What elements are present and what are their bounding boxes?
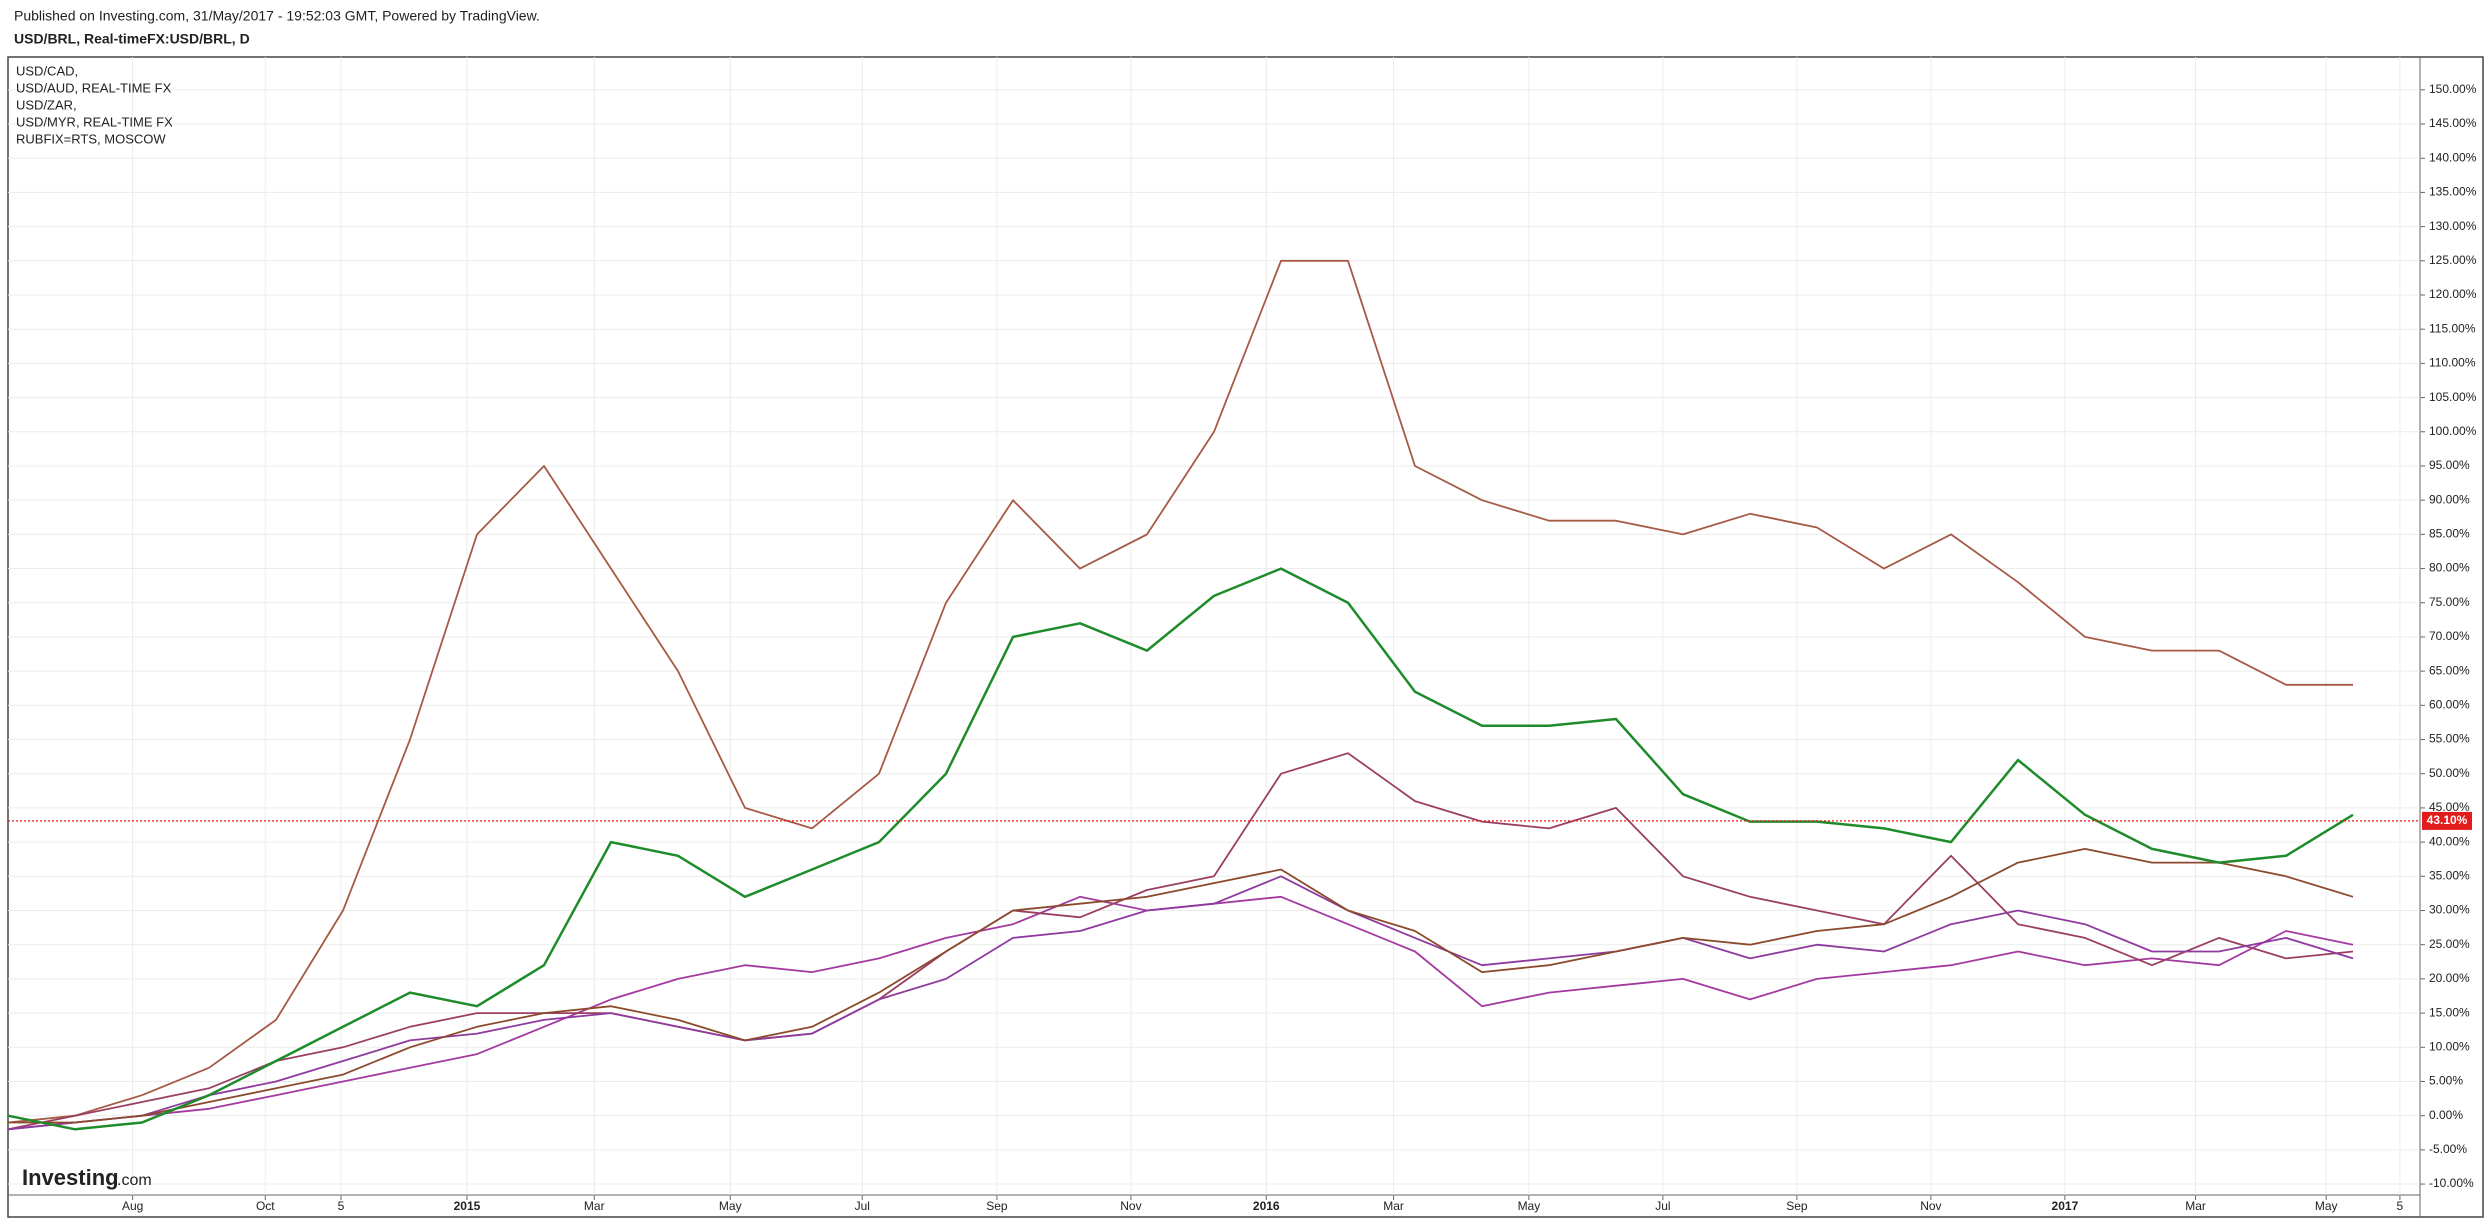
legend-entry: USD/MYR, REAL-TIME FX bbox=[16, 114, 173, 129]
x-tick-label: Nov bbox=[1920, 1199, 1941, 1213]
logo-suffix: .com bbox=[117, 1172, 152, 1189]
y-tick-label: 140.00% bbox=[2429, 150, 2477, 164]
main-series-title: USD/BRL, Real-timeFX:USD/BRL, D bbox=[14, 31, 250, 47]
x-tick-label: Mar bbox=[2185, 1199, 2206, 1213]
last-value-box bbox=[2422, 811, 2472, 830]
x-tick-label: 2016 bbox=[1253, 1199, 1280, 1213]
x-tick-label: May bbox=[2315, 1199, 2338, 1213]
y-tick-label: 115.00% bbox=[2429, 321, 2476, 335]
logo: Investing .com bbox=[22, 1165, 152, 1190]
legend-entry: USD/AUD, REAL-TIME FX bbox=[16, 80, 172, 95]
x-tick-label: Sep bbox=[986, 1199, 1008, 1213]
x-tick-label: May bbox=[1518, 1199, 1541, 1213]
logo-text: Investing bbox=[22, 1165, 119, 1190]
y-tick-label: 25.00% bbox=[2429, 937, 2470, 951]
chart-title: Published on Investing.com, 31/May/2017 … bbox=[14, 8, 540, 24]
y-tick-label: 95.00% bbox=[2429, 458, 2470, 472]
legend-entry: RUBFIX=RTS, MOSCOW bbox=[16, 131, 166, 146]
x-tick-label: Aug bbox=[122, 1199, 143, 1213]
grid bbox=[8, 57, 2420, 1195]
y-tick-label: -5.00% bbox=[2429, 1142, 2467, 1156]
series-line bbox=[7, 875, 2354, 1131]
y-tick-label: 145.00% bbox=[2429, 116, 2477, 130]
y-tick-label: 105.00% bbox=[2429, 390, 2477, 404]
y-tick-label: 65.00% bbox=[2429, 663, 2470, 677]
series-line bbox=[8, 848, 2354, 1124]
legend-entry: USD/ZAR, bbox=[16, 97, 77, 112]
y-tick-label: 10.00% bbox=[2429, 1039, 2470, 1053]
x-tick-label: Nov bbox=[1120, 1199, 1141, 1213]
x-tick-label: Mar bbox=[1383, 1199, 1404, 1213]
y-tick-label: 100.00% bbox=[2429, 424, 2477, 438]
y-tick-label: 55.00% bbox=[2429, 732, 2470, 746]
y-tick-label: 45.00% bbox=[2429, 800, 2470, 814]
y-tick-label: 50.00% bbox=[2429, 766, 2470, 780]
y-tick-label: 120.00% bbox=[2429, 287, 2477, 301]
x-tick-label: 5 bbox=[2397, 1199, 2404, 1213]
x-tick-label: Sep bbox=[1786, 1199, 1808, 1213]
y-tick-label: 110.00% bbox=[2429, 356, 2476, 370]
legend-entry: USD/CAD, bbox=[16, 63, 78, 78]
plot-area bbox=[7, 259, 2420, 1131]
y-tick-label: 60.00% bbox=[2429, 698, 2470, 712]
y-tick-label: -10.00% bbox=[2429, 1176, 2474, 1190]
y-tick-label: 70.00% bbox=[2429, 629, 2470, 643]
y-tick-label: 85.00% bbox=[2429, 527, 2470, 541]
y-tick-label: 130.00% bbox=[2429, 219, 2477, 233]
x-tick-label: 5 bbox=[338, 1199, 345, 1213]
x-tick-label: 2015 bbox=[454, 1199, 481, 1213]
y-tick-label: 75.00% bbox=[2429, 595, 2470, 609]
y-tick-label: 15.00% bbox=[2429, 1005, 2470, 1019]
y-tick-label: 20.00% bbox=[2429, 971, 2470, 985]
axis-labels: 150.00% 145.00% 140.00% 135.00% 130.00% 125.0… bbox=[122, 82, 2477, 1213]
y-tick-label: 135.00% bbox=[2429, 185, 2477, 199]
y-tick-label: 40.00% bbox=[2429, 834, 2470, 848]
series-line bbox=[7, 567, 2354, 1131]
y-tick-label: 125.00% bbox=[2429, 253, 2477, 267]
y-tick-label: 30.00% bbox=[2429, 903, 2470, 917]
series-line bbox=[7, 752, 2354, 1131]
y-tick-label: 0.00% bbox=[2429, 1108, 2463, 1122]
x-tick-label: Jul bbox=[855, 1199, 870, 1213]
last-value-label: 43.10% bbox=[2427, 813, 2468, 827]
x-tick-label: Oct bbox=[256, 1199, 275, 1213]
y-tick-label: 5.00% bbox=[2429, 1074, 2463, 1088]
x-tick-label: 2017 bbox=[2052, 1199, 2079, 1213]
y-tick-label: 150.00% bbox=[2429, 82, 2477, 96]
x-tick-label: May bbox=[719, 1199, 742, 1213]
x-tick-label: Mar bbox=[584, 1199, 605, 1213]
series-line bbox=[7, 259, 2353, 1124]
y-tick-label: 80.00% bbox=[2429, 561, 2470, 575]
y-tick-label: 90.00% bbox=[2429, 492, 2470, 506]
y-tick-label: 35.00% bbox=[2429, 868, 2470, 882]
x-tick-label: Jul bbox=[1655, 1199, 1670, 1213]
